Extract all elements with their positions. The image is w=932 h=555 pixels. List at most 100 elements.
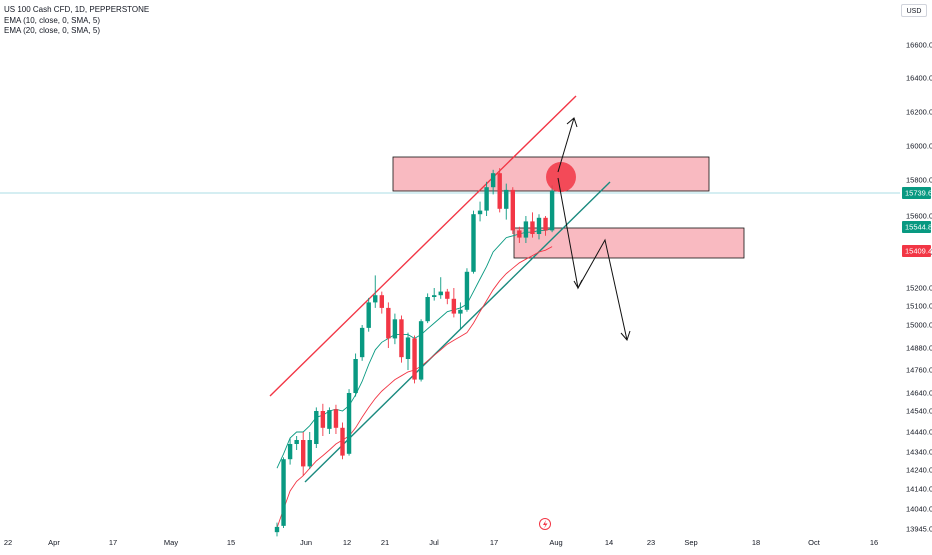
candle[interactable]: [301, 432, 306, 476]
x-tick-label: 15: [227, 538, 235, 547]
time-axis[interactable]: 22 Apr 17 May 15 Jun 12 21 Jul 17 Aug 14 23 Sep 18 Oct 1…: [4, 538, 878, 547]
candle[interactable]: [327, 407, 332, 434]
candle[interactable]: [425, 293, 430, 324]
channel-upper-line[interactable]: [269, 95, 577, 397]
candle[interactable]: [530, 212, 535, 238]
candle-body: [301, 440, 306, 467]
candle-body: [346, 393, 352, 454]
candle-body: [359, 327, 365, 358]
candle[interactable]: [274, 522, 280, 537]
candle[interactable]: [497, 168, 502, 213]
ema20-line: [276, 246, 553, 529]
candle[interactable]: [510, 187, 515, 234]
x-tick-label: 23: [647, 538, 655, 547]
y-tick-label: 16200.0: [906, 108, 932, 117]
x-tick-label: May: [164, 538, 178, 547]
candle-body: [510, 189, 515, 231]
candle-body: [392, 319, 398, 339]
price-tags: 15739.6 15544.8 15409.4: [902, 187, 932, 257]
candle[interactable]: [287, 438, 293, 465]
support-zone[interactable]: [513, 227, 745, 259]
candle[interactable]: [340, 422, 345, 460]
legend-ema20[interactable]: EMA (20, close, 0, SMA, 5): [4, 26, 101, 35]
chart-legend: US 100 Cash CFD, 1D, PEPPERSTONE EMA (10…: [4, 5, 149, 37]
candle-body: [379, 295, 384, 308]
candle[interactable]: [399, 315, 404, 363]
candle[interactable]: [549, 185, 555, 233]
y-tick-label: 13945.0: [906, 525, 932, 534]
x-tick-label: 17: [490, 538, 498, 547]
currency-button[interactable]: USD: [901, 4, 927, 17]
y-tick-label: 15200.0: [906, 284, 932, 293]
y-tick-label: 15600.0: [906, 212, 932, 221]
candle-body: [281, 459, 286, 526]
candle[interactable]: [281, 457, 286, 528]
candle-body: [490, 173, 496, 188]
candle-body: [274, 526, 280, 533]
candle[interactable]: [438, 277, 443, 299]
y-tick-label: 16600.0: [906, 41, 932, 50]
candle[interactable]: [405, 332, 411, 370]
channel-lower-line[interactable]: [304, 181, 611, 483]
candle[interactable]: [379, 291, 384, 314]
candle-body: [386, 307, 391, 339]
candle[interactable]: [386, 302, 391, 348]
candle[interactable]: [536, 214, 542, 240]
x-tick-label: 14: [605, 538, 613, 547]
y-tick-label: 15800.0: [906, 176, 932, 185]
candle-body: [340, 427, 345, 456]
candle[interactable]: [353, 353, 358, 397]
candle[interactable]: [458, 302, 463, 329]
event-lightning-icon[interactable]: [539, 518, 551, 530]
candle[interactable]: [418, 319, 424, 382]
candle[interactable]: [471, 210, 476, 274]
highlight-circle[interactable]: [546, 162, 576, 192]
projection-arrow-up[interactable]: [557, 117, 578, 173]
candle-body: [543, 217, 548, 231]
candle-body: [497, 173, 502, 209]
candle[interactable]: [333, 404, 339, 434]
candle[interactable]: [484, 181, 489, 216]
y-tick-label: 14880.0: [906, 344, 932, 353]
candle[interactable]: [373, 275, 378, 308]
candle-body: [314, 411, 319, 444]
candle[interactable]: [412, 335, 417, 384]
candle[interactable]: [464, 268, 470, 312]
candle[interactable]: [504, 183, 509, 220]
candle-body: [327, 410, 332, 429]
x-tick-label: 16: [870, 538, 878, 547]
legend-symbol[interactable]: US 100 Cash CFD, 1D, PEPPERSTONE: [4, 5, 150, 14]
legend-ema10[interactable]: EMA (10, close, 0, SMA, 5): [4, 15, 101, 25]
y-tick-label: 14340.0: [906, 448, 932, 457]
x-tick-label: 18: [752, 538, 760, 547]
candle[interactable]: [432, 288, 437, 301]
candle-body: [530, 221, 535, 234]
candle[interactable]: [477, 201, 483, 222]
candle-body: [536, 217, 542, 234]
candle[interactable]: [543, 216, 548, 236]
y-tick-label: 16000.0: [906, 142, 932, 151]
candle[interactable]: [523, 216, 529, 243]
y-tick-label: 15000.0: [906, 321, 932, 330]
candle[interactable]: [294, 436, 299, 450]
price-tag-green: 15739.6: [902, 187, 932, 199]
candle[interactable]: [346, 389, 352, 456]
candle[interactable]: [307, 432, 312, 470]
candle-body: [432, 295, 437, 297]
projection-arrow-down-path[interactable]: [557, 177, 631, 341]
x-tick-label: 12: [343, 538, 351, 547]
candle[interactable]: [320, 403, 326, 436]
price-axis[interactable]: 16600.0 16400.0 16200.0 16000.0 15800.0 15600…: [906, 41, 932, 534]
candle[interactable]: [445, 288, 450, 305]
candle[interactable]: [359, 325, 365, 361]
candle-body: [425, 297, 430, 322]
candle[interactable]: [366, 297, 371, 332]
candle[interactable]: [451, 288, 457, 318]
candle[interactable]: [314, 407, 319, 448]
candle[interactable]: [517, 226, 522, 243]
candle[interactable]: [392, 313, 398, 345]
candle[interactable]: [490, 169, 496, 195]
y-tick-label: 14240.0: [906, 466, 932, 475]
